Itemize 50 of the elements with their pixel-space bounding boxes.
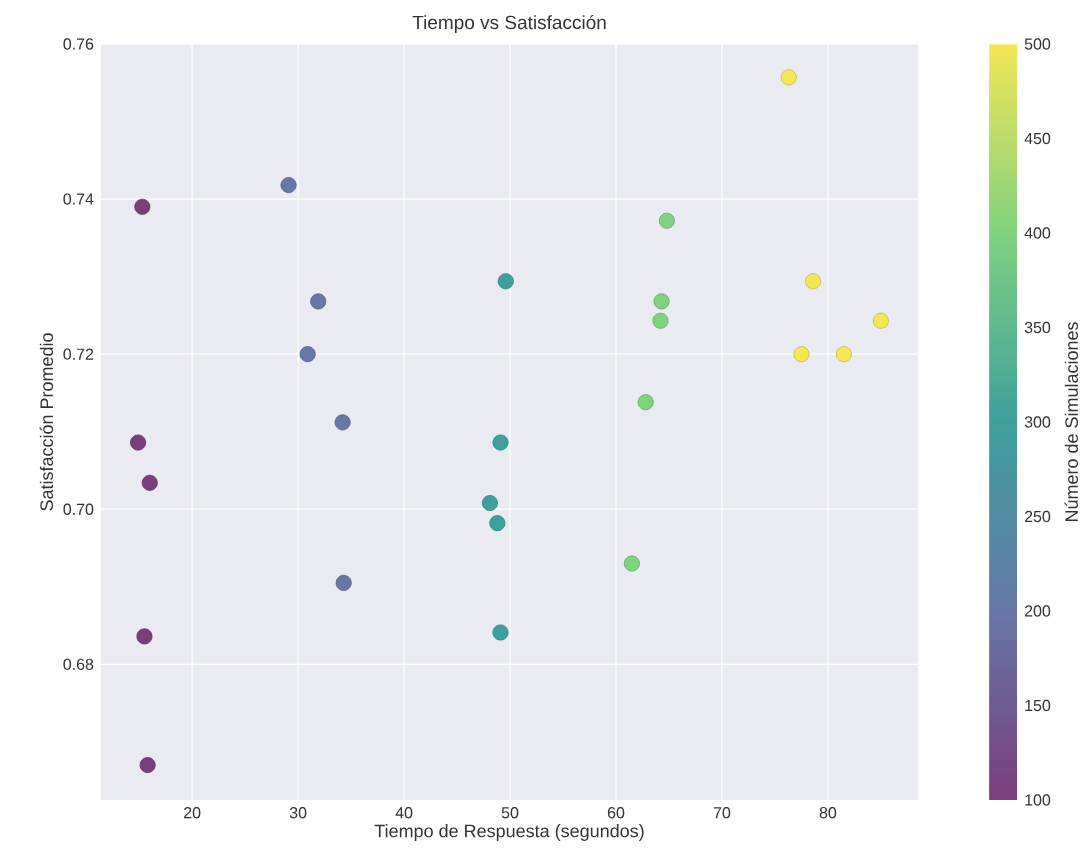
point xyxy=(872,312,889,329)
color-bar-label: 400 xyxy=(1024,227,1051,239)
color-bar-label: 250 xyxy=(1024,510,1051,523)
y-tick-label: 0.68 xyxy=(63,658,94,670)
point xyxy=(489,515,506,532)
point xyxy=(280,177,297,194)
x-tick-label: 20 xyxy=(184,807,201,819)
point xyxy=(481,495,498,512)
point xyxy=(492,434,509,451)
x-tick-label: 60 xyxy=(607,807,625,819)
point xyxy=(136,628,153,645)
point xyxy=(623,555,640,572)
color-bar-label: 300 xyxy=(1024,416,1051,428)
point xyxy=(334,414,351,431)
point xyxy=(141,474,158,491)
point xyxy=(335,574,352,591)
y-tick-label: 0.74 xyxy=(63,193,94,205)
point xyxy=(139,757,156,774)
point xyxy=(497,273,514,290)
x-tick-label: 70 xyxy=(713,807,731,819)
color-bar-label: 100 xyxy=(1025,794,1051,806)
point xyxy=(658,212,675,229)
x-tick-label: 50 xyxy=(501,807,519,819)
point xyxy=(637,394,654,411)
point xyxy=(653,293,670,310)
y-tick-label: 0.76 xyxy=(63,38,94,50)
point xyxy=(780,69,797,86)
color-bar-label: 350 xyxy=(1024,321,1051,334)
x-tick-label: 30 xyxy=(289,807,307,819)
color-bar-title: Número de Simulaciones xyxy=(1064,322,1079,522)
y-tick-label: 0.70 xyxy=(63,503,94,515)
point xyxy=(492,624,509,641)
y-axis-title: Satisfacción Promedio xyxy=(39,333,54,511)
x-tick-label: 80 xyxy=(819,807,837,819)
point xyxy=(134,198,151,215)
color-bar-label: 200 xyxy=(1024,605,1051,617)
point xyxy=(299,346,316,363)
point xyxy=(130,434,147,451)
color-bar-label: 450 xyxy=(1024,132,1051,145)
point xyxy=(652,312,669,329)
x-tick-label: 40 xyxy=(395,807,413,819)
point xyxy=(835,346,852,363)
chart-title: Tiempo vs Satisfacción xyxy=(412,14,606,33)
point xyxy=(805,273,822,290)
x-axis-title: Tiempo de Respuesta (segundos) xyxy=(374,824,644,841)
point xyxy=(310,293,327,310)
point xyxy=(793,346,810,363)
color-bar-label: 150 xyxy=(1025,699,1051,712)
color-bar-label: 500 xyxy=(1024,38,1051,50)
y-tick-label: 0.72 xyxy=(63,348,94,360)
